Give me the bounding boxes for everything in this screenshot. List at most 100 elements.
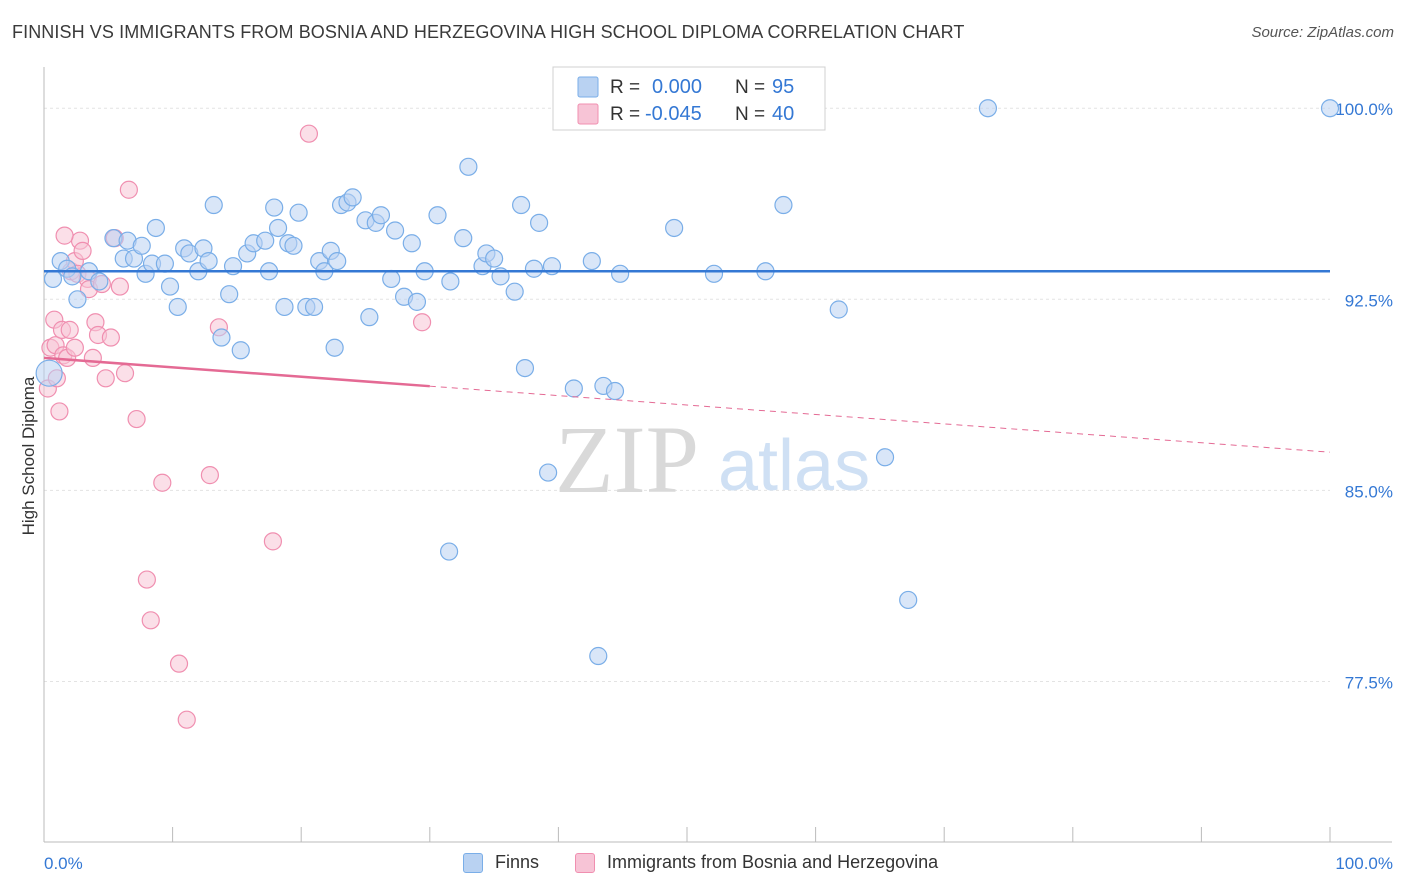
- point-bosnia-26: [119, 180, 138, 199]
- stats-r-label-bosnia: R =: [610, 104, 640, 125]
- point-bosnia-30: [153, 473, 172, 492]
- point-finns-61: [459, 157, 478, 176]
- point-finns-70: [530, 213, 549, 232]
- bottom-legend: Finns Immigrants from Bosnia and Herzego…: [0, 852, 1406, 878]
- point-finns-44: [328, 251, 347, 271]
- stats-r-value-bosnia: -0.045: [645, 103, 702, 125]
- point-finns-56: [407, 292, 427, 311]
- y-tick-label-1: 85.0%: [1345, 482, 1393, 501]
- x-tick-label-0: 0.0%: [44, 854, 83, 873]
- point-finns-23: [204, 195, 223, 215]
- y-tick-label-0: 77.5%: [1345, 673, 1393, 692]
- trend-lines: [43, 270, 1331, 453]
- y-tick-label-2: 92.5%: [1345, 291, 1393, 310]
- point-bosnia-27: [127, 409, 146, 429]
- point-bosnia-21: [96, 369, 115, 388]
- stats-n-label-bosnia: N =: [735, 104, 765, 125]
- point-finns-91: [1320, 99, 1340, 118]
- point-finns-25: [220, 285, 239, 304]
- series-bosnia-points: [38, 124, 432, 729]
- point-finns-87: [829, 300, 848, 319]
- point-finns-90: [978, 99, 998, 118]
- point-finns-74: [582, 251, 601, 271]
- point-finns-58: [428, 206, 447, 225]
- point-finns-6: [90, 272, 109, 291]
- point-finns-30: [256, 231, 275, 250]
- point-finns-85: [774, 195, 793, 215]
- point-finns-16: [160, 277, 180, 296]
- point-finns-89: [899, 590, 918, 610]
- stats-n-value-bosnia: 40: [772, 103, 794, 125]
- point-finns-77: [605, 381, 625, 401]
- point-bosnia-9: [60, 320, 79, 339]
- point-finns-60: [454, 229, 473, 248]
- stats-n-value-finns: 95: [772, 76, 794, 98]
- legend-label-finns: Finns: [495, 852, 540, 872]
- point-finns-52: [382, 269, 401, 289]
- point-finns-67: [512, 195, 531, 215]
- point-bosnia-32: [177, 710, 196, 729]
- point-bosnia-28: [137, 570, 156, 589]
- point-finns-81: [665, 218, 684, 238]
- point-finns-49: [360, 308, 379, 327]
- point-finns-27: [231, 341, 250, 360]
- point-finns-71: [539, 463, 558, 482]
- point-bosnia-37: [412, 313, 432, 332]
- point-finns-15: [155, 254, 174, 273]
- point-finns-37: [289, 203, 308, 222]
- y-axis-label: High School Diploma: [19, 376, 38, 535]
- point-finns-78: [611, 264, 630, 283]
- point-finns-22: [199, 251, 218, 271]
- point-bosnia-38: [65, 338, 84, 357]
- stats-r-label-finns: R =: [610, 77, 640, 98]
- point-finns-59: [441, 272, 460, 291]
- grid-lines: [44, 107, 1330, 682]
- point-finns-11: [132, 236, 151, 255]
- point-bosnia-14: [73, 241, 92, 260]
- point-bosnia-36: [299, 124, 319, 143]
- point-bosnia-5: [50, 402, 69, 421]
- point-finns-39: [304, 297, 324, 317]
- point-finns-53: [385, 221, 405, 240]
- point-bosnia-31: [169, 654, 189, 673]
- point-bosnia-25: [115, 364, 135, 383]
- watermark-zip: ZIP: [555, 406, 699, 513]
- series-finns-points: [35, 99, 1340, 666]
- point-finns-47: [343, 188, 362, 207]
- point-finns-93: [439, 542, 459, 561]
- legend-swatch-bosnia: [575, 852, 595, 873]
- stats-swatch-bosnia: [577, 103, 599, 125]
- point-bosnia-35: [263, 532, 283, 551]
- watermark-atlas: atlas: [718, 426, 870, 506]
- legend-swatch-finns: [463, 852, 483, 873]
- point-finns-0: [43, 269, 63, 289]
- tick-labels: 77.5% 85.0% 92.5% 100.0% 0.0% 100.0%: [44, 100, 1393, 873]
- point-bosnia-22: [101, 328, 120, 347]
- point-bosnia-29: [141, 611, 160, 630]
- point-bosnia-33: [200, 466, 219, 485]
- legend-item-bosnia[interactable]: Immigrants from Bosnia and Herzegovina: [575, 852, 938, 873]
- point-finns-64: [485, 249, 504, 268]
- point-finns-68: [515, 358, 535, 378]
- stats-legend: R = 0.000 N = 95 R = -0.045 N = 40: [552, 66, 826, 131]
- point-bosnia-24: [110, 277, 129, 296]
- trend-line-bosnia: [43, 356, 430, 388]
- chart-title: FINNISH VS IMMIGRANTS FROM BOSNIA AND HE…: [12, 22, 965, 42]
- point-finns-14: [146, 218, 165, 238]
- point-finns-32: [265, 198, 284, 217]
- point-finns-33: [268, 218, 288, 238]
- stats-swatch-finns: [577, 76, 599, 98]
- legend-item-finns[interactable]: Finns: [463, 852, 539, 873]
- point-bosnia-39: [55, 226, 74, 245]
- legend-label-bosnia: Immigrants from Bosnia and Herzegovina: [607, 852, 939, 872]
- source-label: Source: ZipAtlas.com: [1251, 24, 1394, 41]
- point-finns-73: [564, 379, 583, 398]
- point-finns-88: [875, 448, 895, 467]
- point-finns-34: [275, 297, 294, 317]
- axes: [43, 67, 1392, 843]
- point-finns-82: [704, 264, 724, 283]
- stats-r-value-finns: 0.000: [652, 76, 702, 98]
- watermark: ZIP atlas: [555, 406, 870, 513]
- point-finns-66: [505, 282, 524, 301]
- point-finns-69: [524, 259, 544, 278]
